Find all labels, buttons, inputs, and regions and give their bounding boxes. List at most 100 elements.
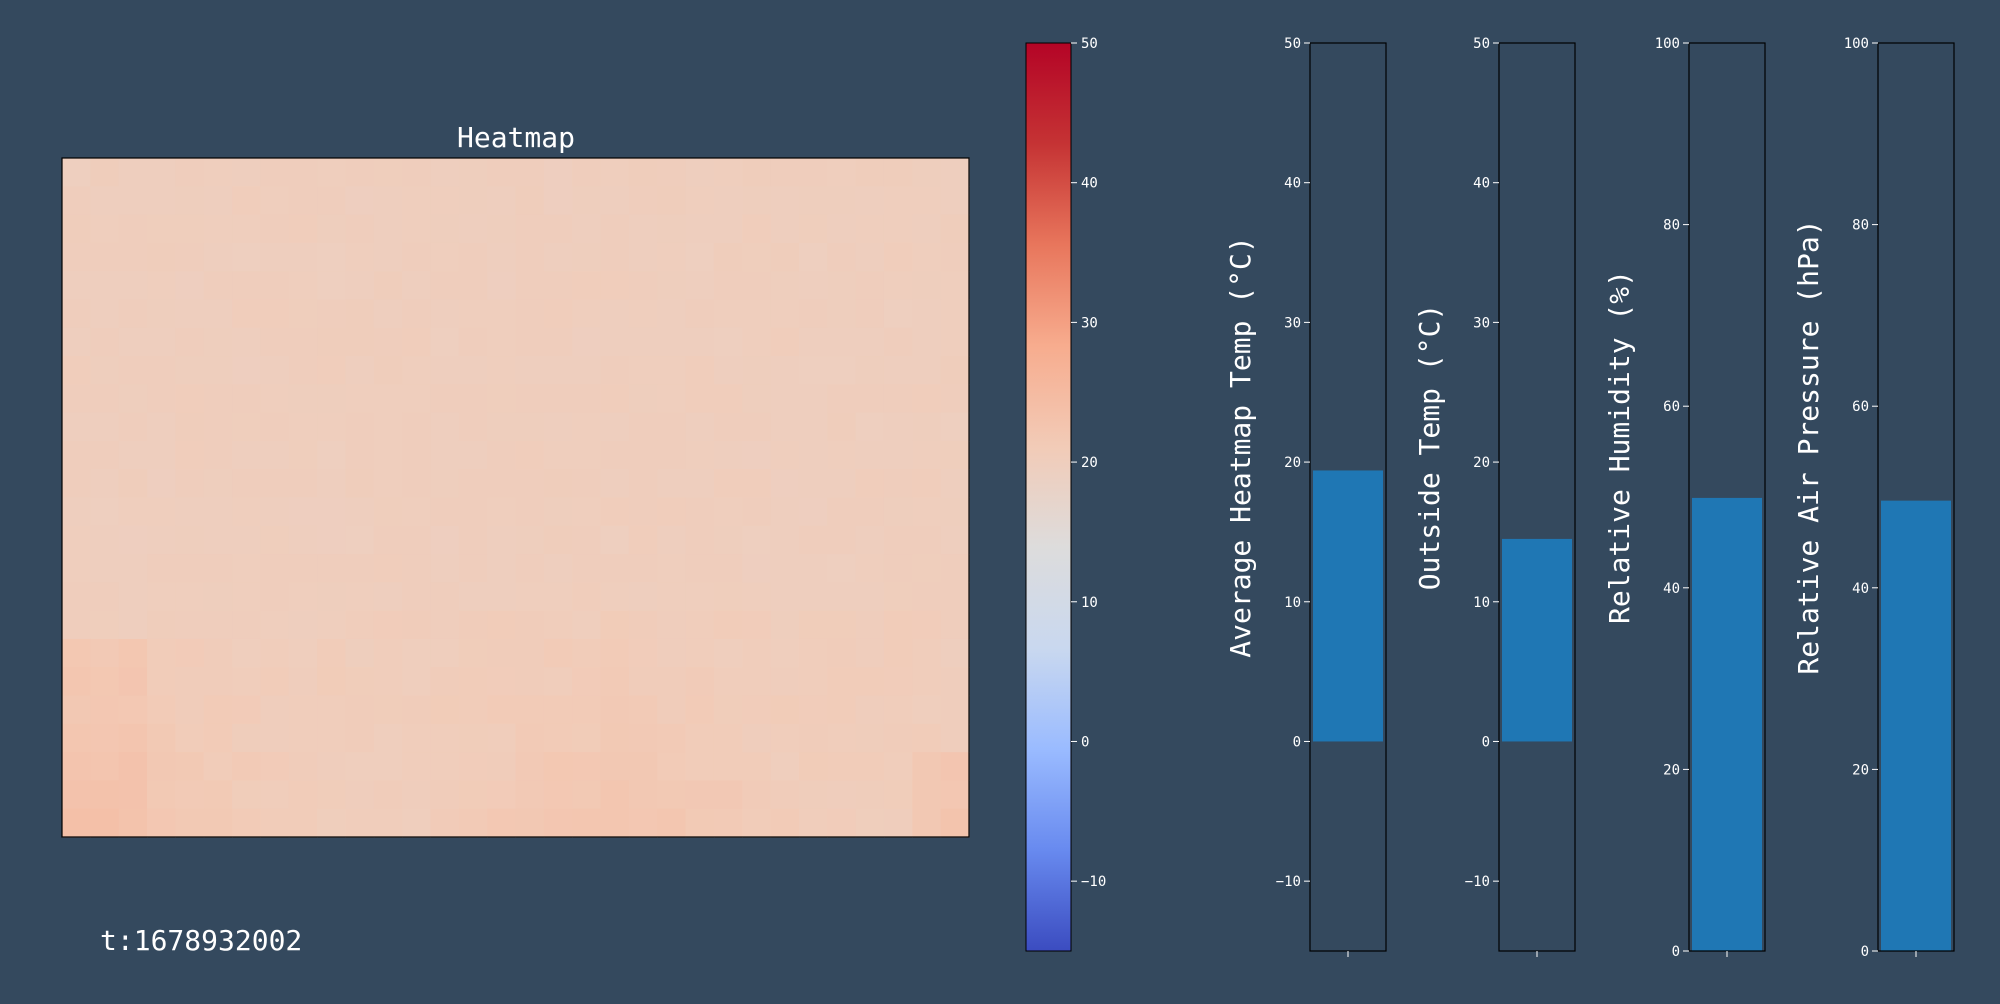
heatmap-cell (373, 638, 403, 668)
heatmap-cell (317, 469, 347, 499)
heatmap-cell (430, 582, 460, 612)
heatmap-cell (685, 554, 715, 583)
heatmap-cell (572, 808, 602, 838)
heatmap-cell (487, 242, 517, 272)
heatmap-cell (458, 384, 488, 414)
heatmap-cell (827, 299, 857, 329)
heatmap-cell (260, 384, 290, 414)
heatmap-cell (118, 299, 148, 329)
heatmap-cell (883, 356, 913, 385)
heatmap-cell (770, 271, 800, 301)
heatmap-cell (402, 186, 432, 216)
heatmap-cell (175, 723, 205, 753)
heatmap-cell (572, 299, 602, 329)
bar-ylabel: Relative Humidity (%) (1603, 270, 1636, 624)
colorbar-tick-label: 0 (1081, 734, 1089, 750)
heatmap-cell (572, 638, 602, 668)
y-tick-label: −10 (1276, 874, 1301, 890)
heatmap-cell (770, 610, 800, 640)
heatmap-cell (345, 554, 375, 583)
heatmap-cell (175, 525, 205, 555)
heatmap-cell (883, 695, 913, 725)
heatmap-cell (713, 327, 743, 357)
heatmap-cell (288, 497, 318, 527)
heatmap-cell (345, 327, 375, 357)
heatmap-cell (232, 525, 261, 555)
heatmap-cell (770, 582, 800, 612)
heatmap-cell (628, 327, 658, 357)
heatmap-cell (458, 440, 488, 470)
heatmap-cell (543, 610, 573, 640)
heatmap-cell (657, 638, 687, 668)
heatmap-cell (147, 582, 176, 612)
heatmap-cell (742, 525, 772, 555)
heatmap-cell (855, 752, 885, 782)
heatmap-cell (600, 440, 630, 470)
heatmap-cell (742, 582, 772, 612)
heatmap-cell (685, 752, 715, 782)
heatmap-cell (827, 440, 857, 470)
heatmap-cell (940, 582, 970, 612)
heatmap-cell (118, 695, 148, 725)
heatmap-cell (742, 638, 772, 668)
heatmap-cell (203, 356, 233, 385)
heatmap-cell (912, 186, 942, 216)
heatmap-cell (487, 440, 517, 470)
heatmap-title: Heatmap (457, 121, 575, 154)
colorbar-tick-label: 40 (1081, 176, 1098, 192)
heatmap-cell (883, 384, 913, 414)
heatmap-cell (855, 582, 885, 612)
heatmap-cell (402, 723, 432, 753)
heatmap-cell (90, 695, 120, 725)
heatmap-cell (147, 299, 176, 329)
heatmap-cell (515, 186, 545, 216)
heatmap-cell (600, 214, 630, 244)
heatmap-cell (940, 186, 970, 216)
heatmap-cell (855, 384, 885, 414)
heatmap-cell (90, 610, 120, 640)
heatmap-cell (62, 440, 91, 470)
heatmap-cell (827, 412, 857, 442)
heatmap-cell (827, 525, 857, 555)
heatmap-cell (147, 554, 176, 583)
heatmap-cell (713, 752, 743, 782)
heatmap-cell (855, 214, 885, 244)
heatmap-cell (940, 752, 970, 782)
heatmap-cell (147, 356, 176, 385)
heatmap-cell (798, 412, 828, 442)
heatmap-cell (458, 356, 488, 385)
heatmap-cell (827, 186, 857, 216)
heatmap-cell (770, 214, 800, 244)
heatmap-cell (147, 667, 176, 697)
heatmap-cell (940, 356, 970, 385)
heatmap-cell (685, 186, 715, 216)
heatmap-cell (175, 186, 205, 216)
heatmap-cell (317, 271, 347, 301)
heatmap-cell (883, 752, 913, 782)
heatmap-cell (402, 752, 432, 782)
heatmap-cell (118, 497, 148, 527)
heatmap-cell (487, 299, 517, 329)
heatmap-cell (458, 158, 488, 187)
heatmap-cell (487, 214, 517, 244)
heatmap-cell (770, 356, 800, 385)
heatmap-cell (883, 723, 913, 753)
heatmap-cell (175, 327, 205, 357)
heatmap-cell (458, 525, 488, 555)
heatmap-cell (628, 638, 658, 668)
heatmap-cell (487, 186, 517, 216)
bar-panel: −10 0 10 20 30 40 50 Average Heatmap Temp (°C) (1224, 36, 1387, 957)
heatmap-cell (713, 667, 743, 697)
heatmap-cell (90, 327, 120, 357)
heatmap-cell (940, 412, 970, 442)
heatmap-cell (402, 497, 432, 527)
heatmap-cell (515, 158, 545, 187)
heatmap-cell (742, 299, 772, 329)
y-tick-label: 50 (1473, 36, 1490, 52)
heatmap-cell (572, 412, 602, 442)
heatmap-cell (685, 497, 715, 527)
heatmap-cell (147, 186, 176, 216)
heatmap-cell (317, 582, 347, 612)
heatmap-cell (175, 695, 205, 725)
heatmap-cell (118, 808, 148, 838)
